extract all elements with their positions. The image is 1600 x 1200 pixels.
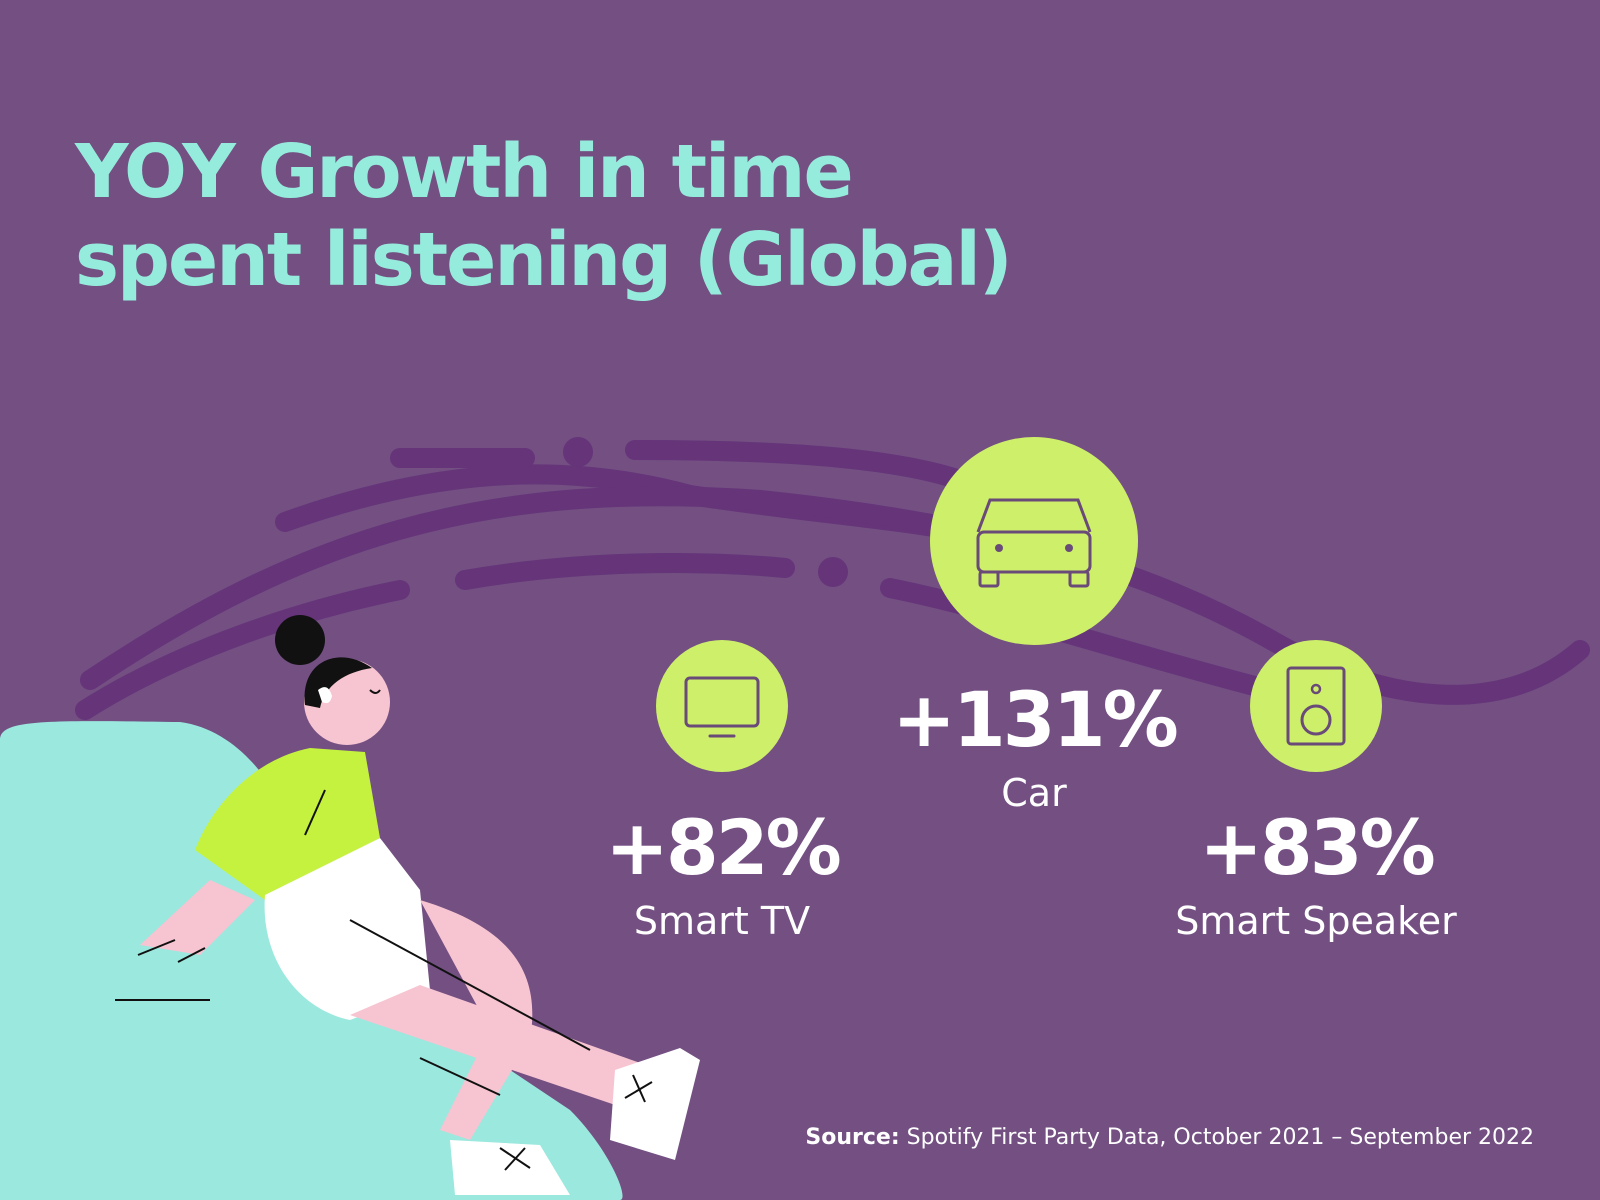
speaker-icon: [1250, 640, 1382, 772]
stat-value: +131%: [892, 675, 1178, 764]
wave-dot: [818, 557, 848, 587]
car-icon: [930, 437, 1138, 645]
source-prefix: Source:: [805, 1125, 900, 1150]
source-note: Source: Spotify First Party Data, Octobe…: [805, 1125, 1534, 1150]
source-text: Spotify First Party Data, October 2021 –…: [906, 1125, 1534, 1150]
stat-value: +83%: [1199, 803, 1436, 892]
title-line-2: spent listening (Global): [75, 217, 1013, 303]
shoe-shape: [450, 1140, 570, 1195]
person-illustration: [0, 615, 700, 1200]
stat-car: +131% Car: [884, 680, 1184, 816]
tv-icon: [656, 640, 788, 772]
stat-smart-speaker: +83% Smart Speaker: [1136, 808, 1496, 944]
leg-shape: [420, 900, 533, 1140]
earbud: [318, 687, 332, 704]
shorts-shape: [264, 838, 430, 1020]
arm-shape: [140, 880, 255, 955]
hair-bun: [275, 615, 325, 665]
stat-label: Smart Speaker: [1175, 899, 1457, 943]
title-line-1: YOY Growth in time: [75, 129, 854, 215]
wave-dot: [563, 437, 593, 467]
stat-smart-tv: +82% Smart TV: [572, 808, 872, 944]
stat-value: +82%: [605, 803, 842, 892]
stat-label: Smart TV: [633, 899, 811, 943]
stat-label: Car: [1001, 771, 1067, 815]
page-title: YOY Growth in time spent listening (Glob…: [75, 128, 1013, 304]
